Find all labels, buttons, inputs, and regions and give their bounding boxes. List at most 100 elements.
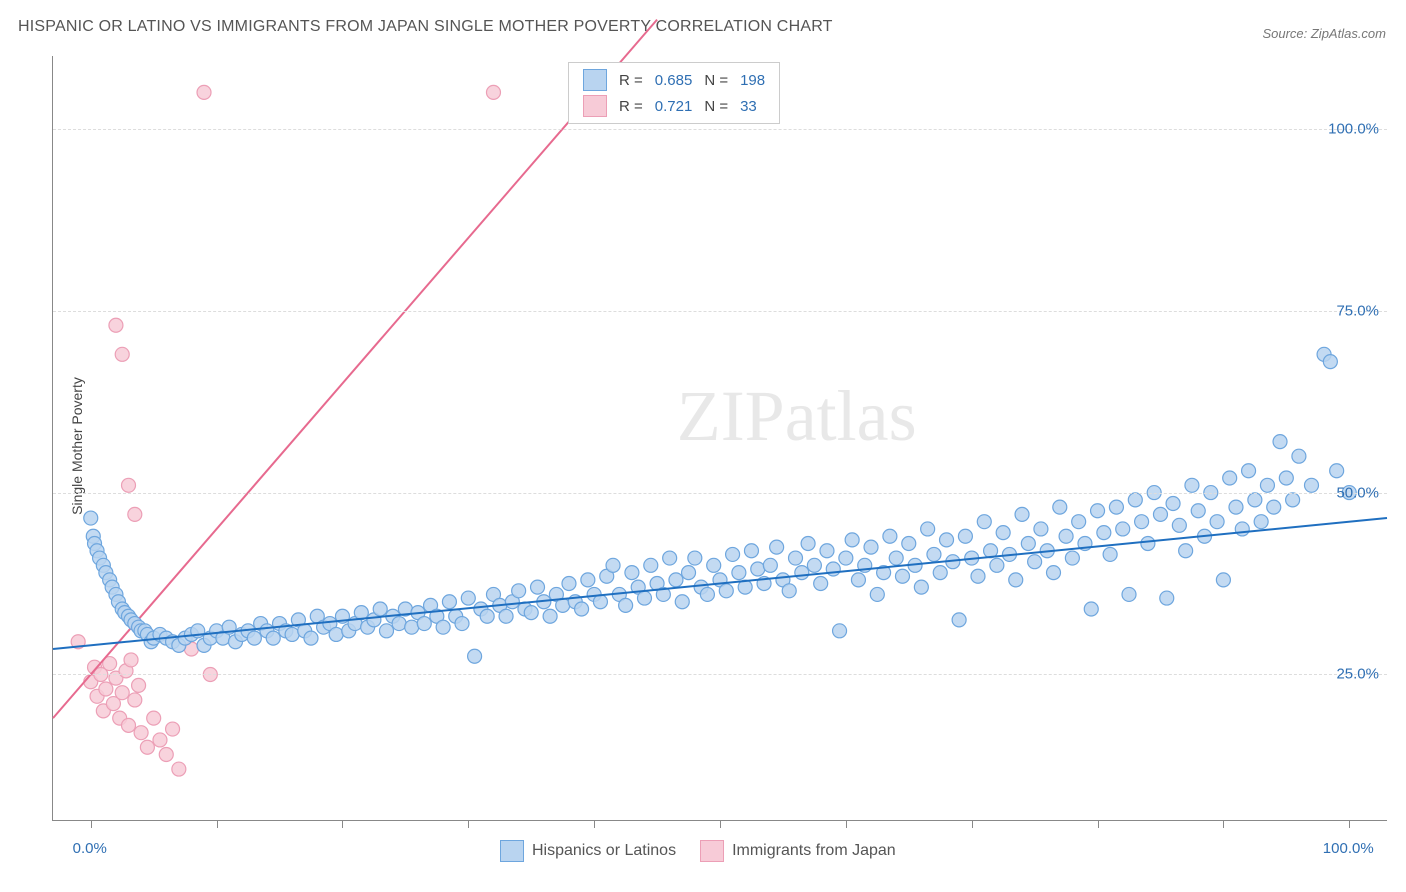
- data-point-blue: [1185, 478, 1199, 492]
- x-tick: [1098, 820, 1099, 828]
- data-point-blue: [1015, 507, 1029, 521]
- legend-n-label: N =: [698, 93, 734, 119]
- data-point-blue: [1097, 526, 1111, 540]
- legend-row-pink: R = 0.721 N = 33: [577, 93, 771, 119]
- data-point-blue: [373, 602, 387, 616]
- data-point-blue: [593, 595, 607, 609]
- legend-r-label: R =: [613, 93, 649, 119]
- source-value: ZipAtlas.com: [1311, 26, 1386, 41]
- data-point-blue: [247, 631, 261, 645]
- data-point-blue: [958, 529, 972, 543]
- data-point-blue: [329, 627, 343, 641]
- legend-swatch-blue: [500, 840, 524, 862]
- data-point-blue: [1009, 573, 1023, 587]
- data-point-blue: [1065, 551, 1079, 565]
- data-point-pink: [124, 653, 138, 667]
- y-tick-label: 75.0%: [1336, 302, 1379, 319]
- data-point-pink: [153, 733, 167, 747]
- data-point-blue: [719, 584, 733, 598]
- x-tick: [217, 820, 218, 828]
- data-point-blue: [952, 613, 966, 627]
- gridline: [53, 493, 1387, 494]
- data-point-blue: [442, 595, 456, 609]
- data-point-pink: [172, 762, 186, 776]
- data-point-blue: [1279, 471, 1293, 485]
- data-point-blue: [1128, 493, 1142, 507]
- data-point-blue: [1191, 504, 1205, 518]
- data-point-blue: [1267, 500, 1281, 514]
- data-point-blue: [1141, 537, 1155, 551]
- chart-title: HISPANIC OR LATINO VS IMMIGRANTS FROM JA…: [18, 18, 833, 36]
- x-tick: [1349, 820, 1350, 828]
- data-point-blue: [1084, 602, 1098, 616]
- data-point-blue: [675, 595, 689, 609]
- data-point-blue: [927, 547, 941, 561]
- data-point-pink: [166, 722, 180, 736]
- data-point-blue: [575, 602, 589, 616]
- data-point-blue: [940, 533, 954, 547]
- data-point-blue: [1323, 355, 1337, 369]
- data-point-pink: [99, 682, 113, 696]
- data-point-blue: [405, 620, 419, 634]
- data-point-blue: [814, 577, 828, 591]
- data-point-blue: [1153, 507, 1167, 521]
- data-point-blue: [625, 566, 639, 580]
- data-point-blue: [480, 609, 494, 623]
- data-point-blue: [933, 566, 947, 580]
- gridline: [53, 674, 1387, 675]
- legend-r-value-blue: 0.685: [649, 67, 699, 93]
- x-tick: [468, 820, 469, 828]
- data-point-blue: [845, 533, 859, 547]
- data-point-blue: [1223, 471, 1237, 485]
- data-point-pink: [115, 347, 129, 361]
- data-point-blue: [637, 591, 651, 605]
- legend-label-pink: Immigrants from Japan: [732, 842, 896, 860]
- data-point-blue: [1254, 515, 1268, 529]
- legend-swatch-pink: [583, 95, 607, 117]
- data-point-pink: [134, 726, 148, 740]
- data-point-blue: [789, 551, 803, 565]
- data-point-blue: [1109, 500, 1123, 514]
- data-point-blue: [744, 544, 758, 558]
- legend-row-blue: R = 0.685 N = 198: [577, 67, 771, 93]
- data-point-blue: [870, 587, 884, 601]
- y-tick-label: 25.0%: [1336, 666, 1379, 683]
- data-point-blue: [807, 558, 821, 572]
- data-point-blue: [914, 580, 928, 594]
- data-point-pink: [122, 478, 136, 492]
- data-point-pink: [132, 678, 146, 692]
- data-point-blue: [700, 587, 714, 601]
- data-point-blue: [455, 617, 469, 631]
- x-tick: [1223, 820, 1224, 828]
- data-point-blue: [562, 577, 576, 591]
- data-point-blue: [417, 617, 431, 631]
- data-point-blue: [1160, 591, 1174, 605]
- x-tick: [91, 820, 92, 828]
- data-point-blue: [663, 551, 677, 565]
- source-attribution: Source: ZipAtlas.com: [1262, 26, 1386, 41]
- data-point-blue: [801, 537, 815, 551]
- data-point-blue: [285, 627, 299, 641]
- data-point-blue: [921, 522, 935, 536]
- data-point-pink: [122, 718, 136, 732]
- data-point-pink: [159, 748, 173, 762]
- x-tick: [594, 820, 595, 828]
- data-point-blue: [524, 606, 538, 620]
- series-legend: Hispanics or Latinos Immigrants from Jap…: [500, 840, 896, 862]
- data-point-blue: [1103, 547, 1117, 561]
- legend-item-pink: Immigrants from Japan: [700, 840, 896, 862]
- data-point-pink: [115, 686, 129, 700]
- data-point-blue: [1292, 449, 1306, 463]
- legend-swatch-pink: [700, 840, 724, 862]
- gridline: [53, 129, 1387, 130]
- x-tick: [846, 820, 847, 828]
- data-point-blue: [1242, 464, 1256, 478]
- data-point-blue: [1091, 504, 1105, 518]
- legend-n-label: N =: [698, 67, 734, 93]
- data-point-blue: [1021, 537, 1035, 551]
- data-point-blue: [782, 584, 796, 598]
- data-point-blue: [619, 598, 633, 612]
- data-point-blue: [1047, 566, 1061, 580]
- y-tick-label: 100.0%: [1328, 120, 1379, 137]
- data-point-blue: [883, 529, 897, 543]
